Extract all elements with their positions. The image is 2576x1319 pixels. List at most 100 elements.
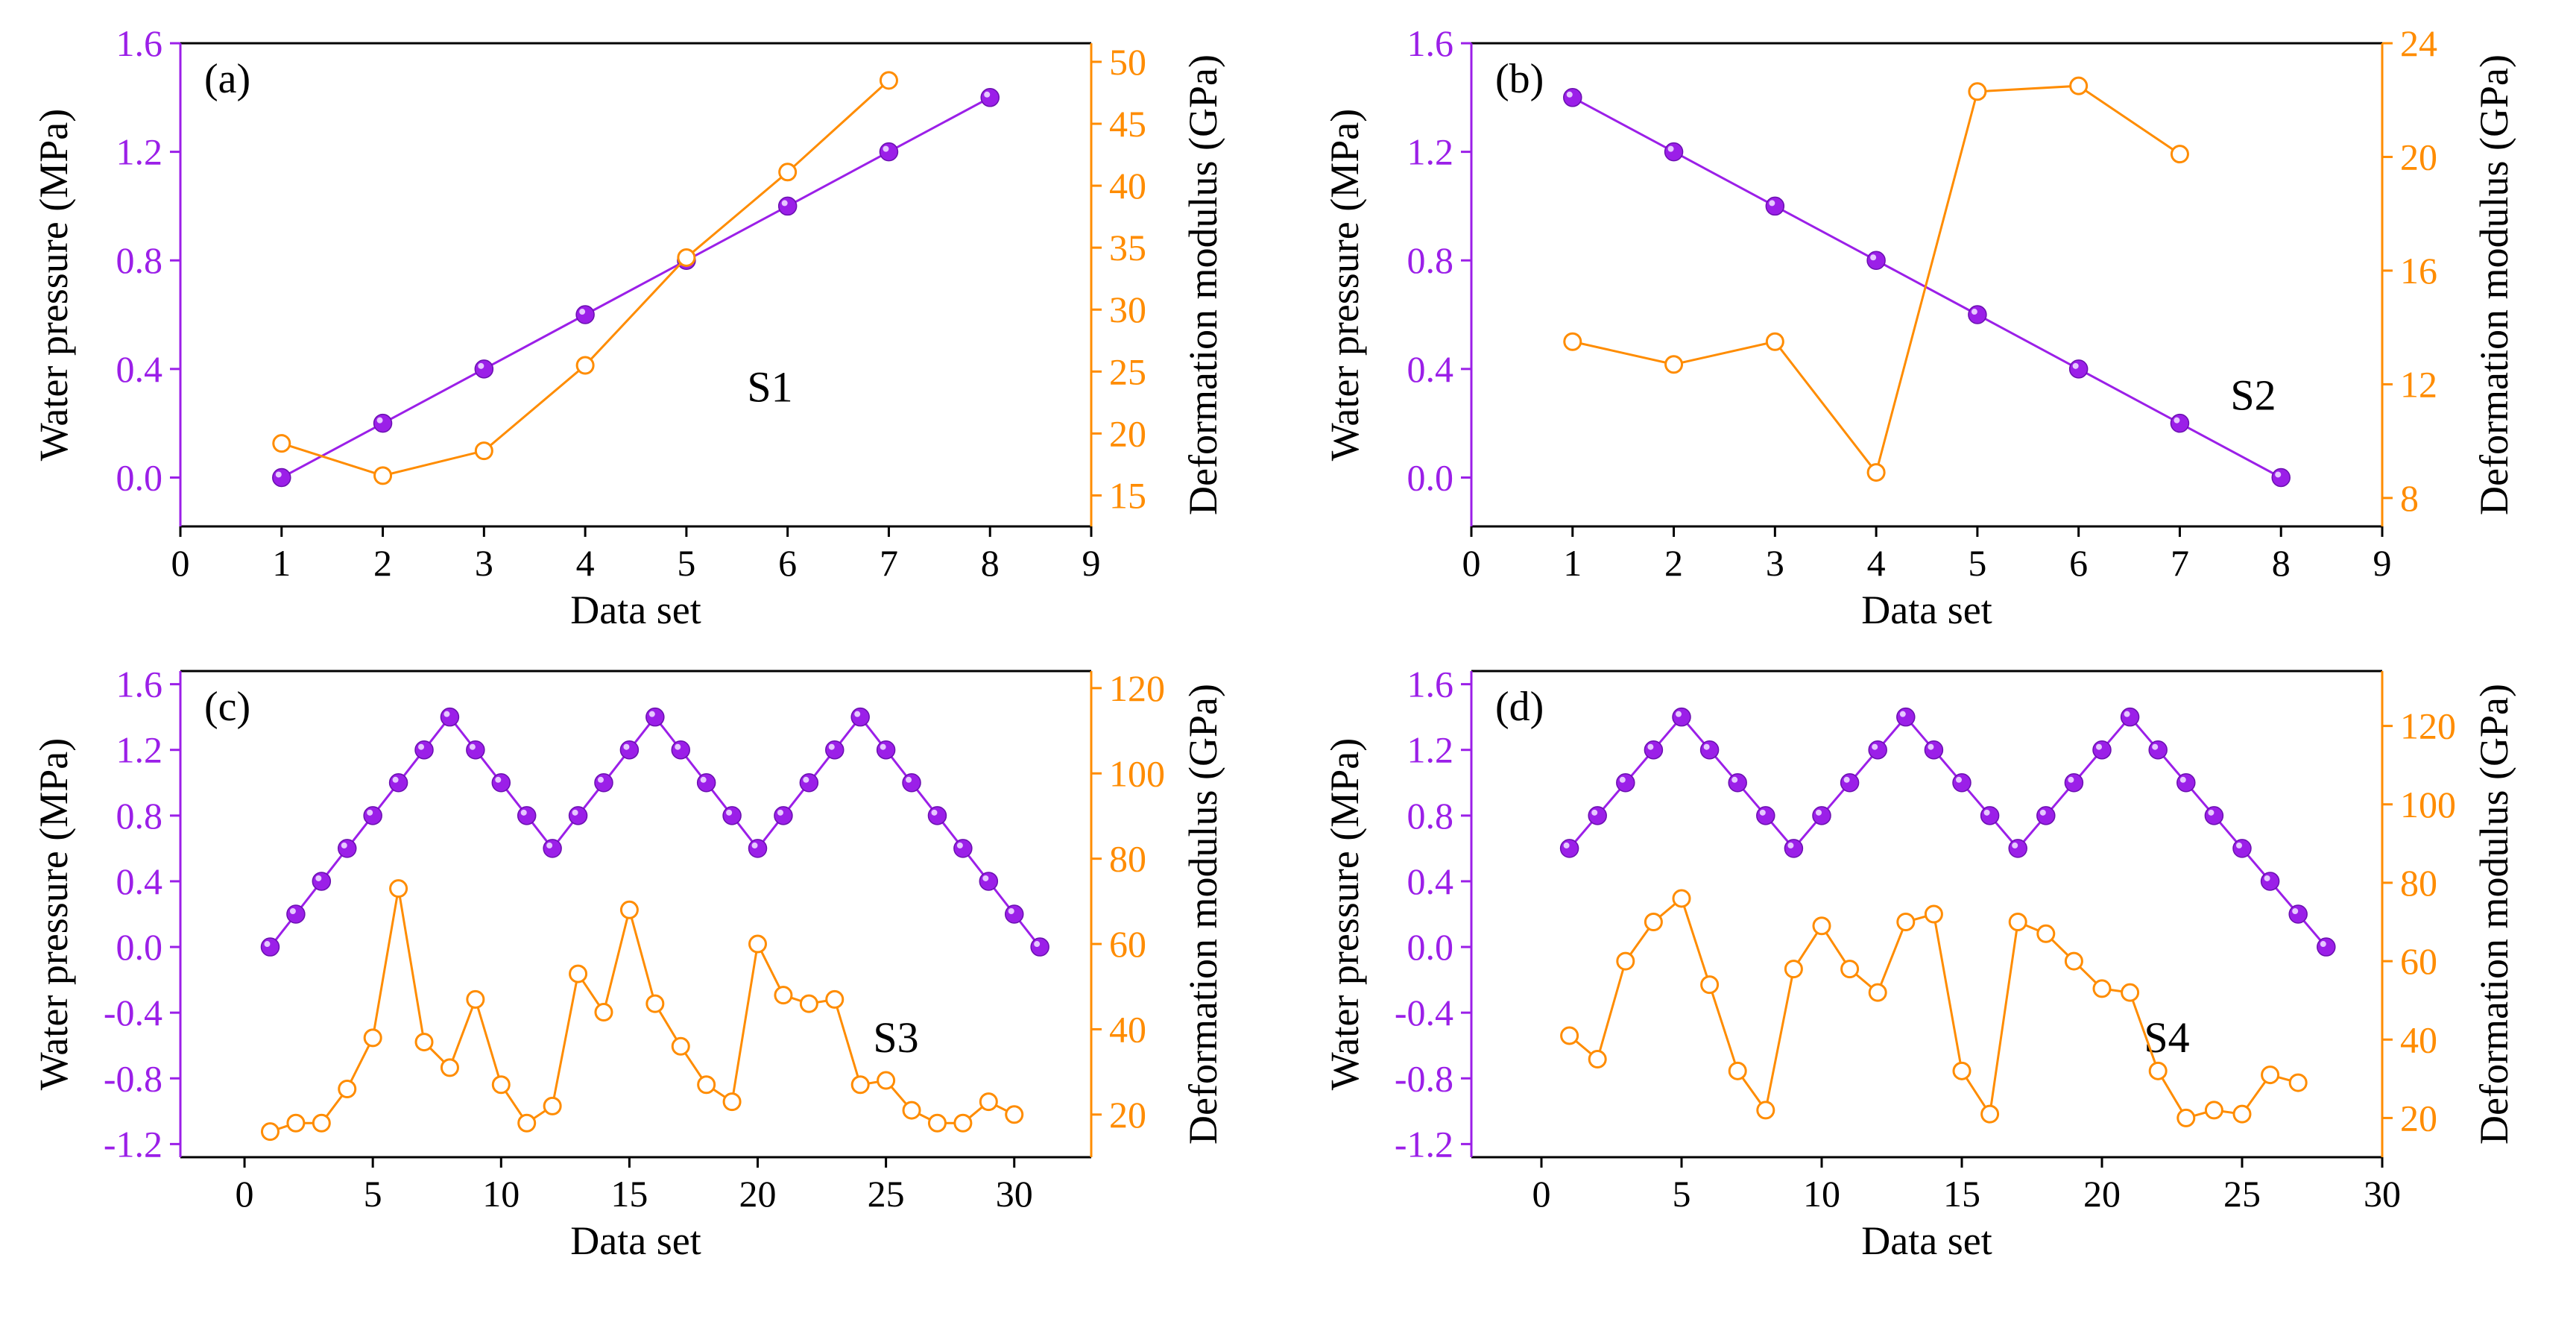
deformation-modulus-point	[2261, 1065, 2280, 1085]
right-y-tick-label: 40	[1109, 165, 1146, 207]
deformation-modulus-point	[569, 964, 588, 983]
water-pressure-point	[1868, 740, 1887, 760]
water-pressure-point	[876, 740, 896, 760]
point-highlight	[828, 743, 835, 750]
deformation-modulus-point	[1588, 1050, 1607, 1069]
water-pressure-point	[1840, 773, 1860, 793]
left-y-tick-label: 1.6	[1407, 664, 1454, 705]
point-highlight	[726, 809, 733, 816]
water-pressure-point	[388, 773, 408, 793]
water-pressure-point	[953, 839, 973, 858]
deformation-modulus-point	[543, 1096, 562, 1115]
left-y-tick-label: 0.8	[116, 239, 163, 281]
water-pressure-point	[1924, 740, 1944, 760]
left-y-tick-label: 0.0	[116, 456, 163, 498]
x-tick-label: 3	[475, 542, 493, 584]
point-highlight	[931, 809, 938, 816]
x-tick-label: 0	[1532, 1173, 1551, 1215]
water-pressure-point	[1812, 806, 1831, 825]
deformation-modulus-point	[2170, 145, 2189, 164]
water-pressure-line	[1568, 715, 2327, 948]
point-highlight	[597, 776, 604, 783]
point-highlight	[1566, 91, 1573, 98]
water-pressure-point	[414, 740, 434, 760]
point-highlight	[1647, 743, 1654, 750]
deformation-modulus-point	[1765, 332, 1784, 351]
water-pressure-line	[1572, 96, 2282, 479]
water-pressure-point	[619, 740, 640, 760]
water-pressure-point	[466, 740, 485, 760]
water-pressure-point	[1004, 904, 1024, 924]
point-highlight	[2292, 908, 2299, 914]
point-highlight	[2072, 362, 2079, 369]
x-tick-label: 0	[171, 542, 190, 584]
series-tag: S2	[2230, 371, 2276, 419]
x-tick-label: 9	[2373, 542, 2392, 584]
point-highlight	[803, 776, 809, 783]
x-tick-label: 30	[2364, 1173, 2401, 1215]
x-tick-label: 4	[1867, 542, 1886, 584]
water-pressure-point	[1896, 707, 1916, 727]
deformation-modulus-point	[877, 1071, 896, 1090]
point-highlight	[376, 417, 383, 424]
water-pressure-point	[1980, 806, 2000, 825]
water-pressure-point	[1756, 806, 1775, 825]
left-y-tick-label: 1.2	[1407, 729, 1454, 771]
deformation-modulus-series	[272, 71, 898, 485]
deformation-modulus-point	[2176, 1108, 2196, 1127]
water-pressure-point	[2008, 839, 2027, 858]
point-highlight	[1667, 145, 1674, 152]
left-y-tick-label: 1.6	[1407, 22, 1454, 64]
right-y-tick-label: 20	[2400, 1097, 2437, 1139]
point-highlight	[469, 743, 476, 750]
point-highlight	[700, 776, 707, 783]
deformation-modulus-point	[778, 163, 798, 182]
water-pressure-point	[774, 806, 793, 825]
point-highlight	[1899, 711, 1906, 717]
water-pressure-point	[2064, 773, 2084, 793]
water-pressure-point	[272, 468, 291, 488]
water-pressure-point	[337, 839, 357, 858]
panel-label: (d)	[1495, 684, 1544, 730]
right-y-tick-label: 8	[2400, 477, 2419, 519]
chart-panel-1: 0 1 2 3 4 5 6 7 8 90.00.40.81.21.6152025303540455…	[31, 22, 1225, 632]
point-highlight	[1008, 908, 1014, 914]
deformation-modulus-point	[594, 1003, 613, 1022]
deformation-modulus-point	[2288, 1073, 2308, 1092]
water-pressure-point	[1784, 839, 1804, 858]
deformation-modulus-point	[1784, 960, 1803, 979]
deformation-modulus-point	[953, 1113, 973, 1133]
point-highlight	[392, 776, 399, 783]
right-y-tick-label: 20	[1109, 412, 1146, 454]
left-y-tick-label: 0.4	[116, 860, 163, 902]
deformation-modulus-point	[1952, 1061, 1972, 1080]
water-pressure-point	[517, 806, 537, 825]
left-y-tick-label: 0.4	[1407, 348, 1454, 390]
left-y-tick-label: -0.4	[1395, 992, 1453, 1033]
point-highlight	[1870, 254, 1877, 261]
water-pressure-point	[979, 872, 999, 891]
left-y-tick-label: 0.4	[116, 348, 163, 390]
water-pressure-point	[645, 707, 665, 727]
right-y-tick-label: 20	[1109, 1094, 1146, 1136]
point-highlight	[2068, 776, 2074, 783]
water-pressure-point	[2260, 872, 2280, 891]
water-pressure-point	[440, 707, 460, 727]
series-tag: S4	[2144, 1013, 2189, 1062]
point-highlight	[2152, 743, 2159, 750]
point-highlight	[982, 875, 989, 881]
deformation-modulus-point	[1840, 960, 1860, 979]
point-highlight	[579, 309, 586, 315]
deformation-modulus-point	[466, 989, 485, 1009]
right-y-tick-label: 50	[1109, 41, 1146, 83]
point-highlight	[1619, 776, 1626, 783]
water-pressure-point	[1588, 806, 1607, 825]
water-pressure-point	[799, 773, 819, 793]
x-axis-title: Data set	[570, 1218, 701, 1263]
left-y-tick-label: 0.0	[116, 926, 163, 968]
deformation-modulus-point	[1728, 1061, 1747, 1080]
x-tick-label: 8	[981, 542, 1000, 584]
water-pressure-point	[2271, 468, 2291, 488]
x-tick-label: 10	[482, 1173, 520, 1215]
point-highlight	[2275, 471, 2282, 478]
